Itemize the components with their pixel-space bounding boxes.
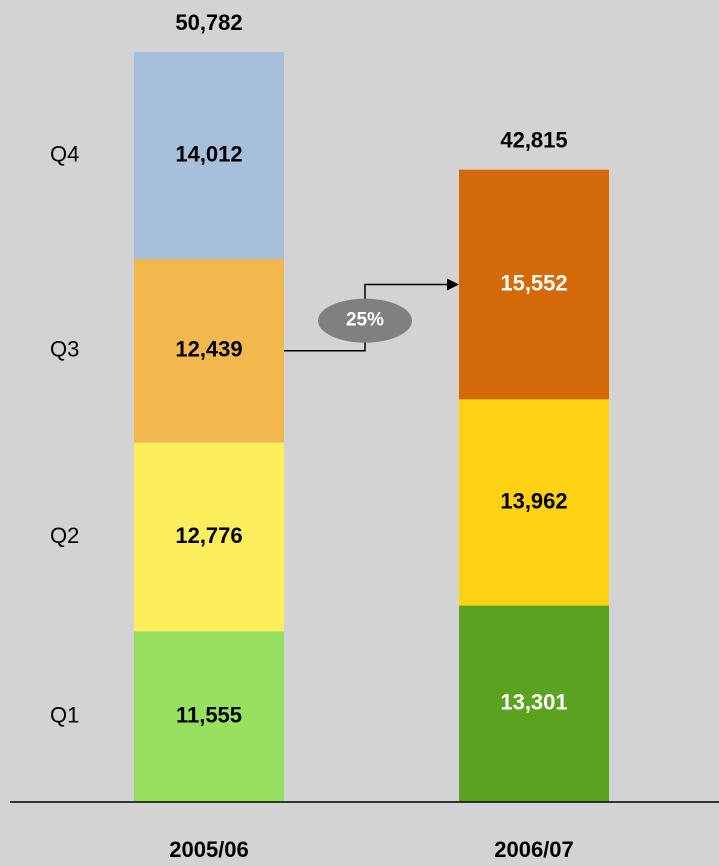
total-label: 42,815 <box>500 127 567 152</box>
bar-segment <box>134 631 284 802</box>
value-label: 12,439 <box>175 337 242 362</box>
bar-segment <box>459 399 609 606</box>
bar-segment <box>459 169 609 400</box>
arrowhead <box>447 278 459 291</box>
value-label: 13,962 <box>500 488 567 513</box>
value-label: 11,555 <box>176 702 242 727</box>
legend-label: Q3 <box>50 337 79 362</box>
x-tick-label: 2006/07 <box>494 837 574 862</box>
bar-segment <box>134 442 284 632</box>
annotation: 25% <box>346 310 384 331</box>
value-label: 13,301 <box>500 690 567 715</box>
value-label: 14,012 <box>175 141 242 166</box>
bar-segment <box>134 258 284 443</box>
bar-segment <box>459 605 609 802</box>
value-label: 12,776 <box>175 523 242 548</box>
x-tick-label: 2005/06 <box>169 837 249 862</box>
bar-segment <box>134 52 284 259</box>
legend-label: Q4 <box>50 141 79 166</box>
value-label: 15,552 <box>500 270 567 295</box>
legend-label: Q2 <box>50 523 79 548</box>
annotation-bubble <box>318 298 412 343</box>
legend-label: Q1 <box>50 702 79 727</box>
total-label: 50,782 <box>175 10 242 35</box>
